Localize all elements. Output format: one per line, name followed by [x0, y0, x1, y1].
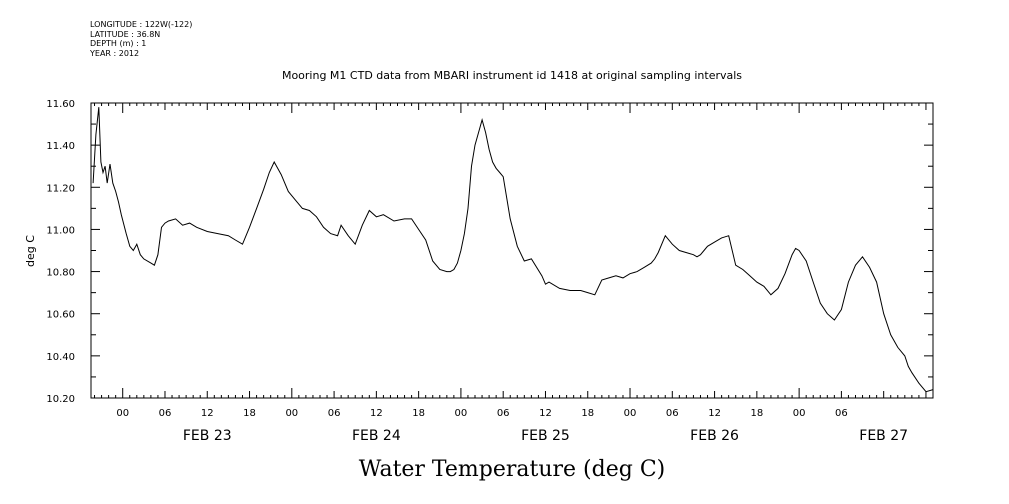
x-hour-tick-label: 18: [412, 408, 425, 419]
x-date-label: FEB 23: [183, 428, 232, 444]
depth-text: DEPTH (m) : 1: [90, 39, 147, 48]
x-hour-tick-label: 12: [370, 408, 383, 419]
x-hour-tick-label: 00: [455, 408, 468, 419]
longitude-text: LONGITUDE : 122W(-122): [90, 20, 193, 29]
y-tick-label: 10.20: [46, 394, 75, 405]
y-tick-label: 10.80: [46, 268, 75, 279]
year-text: YEAR : 2012: [90, 48, 140, 58]
y-tick-label: 11.20: [46, 183, 75, 194]
y-tick-label: 11.40: [46, 141, 75, 152]
x-hour-tick-label: 06: [328, 408, 341, 419]
y-tick-label: 11.60: [46, 99, 75, 110]
x-hour-tick-label: 00: [624, 408, 637, 419]
x-hour-tick-label: 18: [750, 408, 763, 419]
chart-title: Mooring M1 CTD data from MBARI instrumen…: [282, 69, 742, 82]
x-axis: 00 06 12 18 00 06 12 18 00 06 12 18 00 06 12 18 00 06 FEB …: [94, 103, 934, 444]
y-tick-label: 10.60: [46, 310, 75, 321]
x-hour-tick-label: 12: [708, 408, 721, 419]
plot-frame: [90, 102, 934, 399]
y-axis: 10.20 10.40 10.60 10.80 11.00 11.20 11.40 11.60: [46, 99, 933, 405]
x-hour-tick-label: 06: [497, 408, 510, 419]
x-hour-tick-label: 18: [243, 408, 256, 419]
x-hour-tick-label: 18: [581, 408, 594, 419]
x-hour-tick-label: 06: [666, 408, 679, 419]
x-hour-tick-label: 00: [116, 408, 129, 419]
x-date-label: FEB 24: [352, 428, 401, 444]
x-hour-tick-label: 00: [285, 408, 298, 419]
y-axis-label: deg C: [24, 235, 37, 267]
x-date-label: FEB 27: [859, 428, 908, 444]
x-date-label: FEB 25: [521, 428, 570, 444]
x-hour-tick-label: 12: [539, 408, 552, 419]
x-axis-label: Water Temperature (deg C): [359, 457, 666, 482]
x-hour-tick-label: 00: [793, 408, 806, 419]
y-tick-label: 11.00: [46, 225, 75, 236]
latitude-text: LATITUDE : 36.8N: [90, 29, 161, 39]
series-line-water-temperature: [92, 107, 934, 393]
metadata-block: LONGITUDE : 122W(-122) LATITUDE : 36.8N …: [90, 20, 192, 58]
x-hour-tick-label: 06: [159, 408, 172, 419]
y-tick-label: 10.40: [46, 352, 75, 363]
x-date-label: FEB 26: [690, 428, 739, 444]
x-hour-tick-label: 12: [201, 408, 214, 419]
x-hour-tick-label: 06: [835, 408, 848, 419]
